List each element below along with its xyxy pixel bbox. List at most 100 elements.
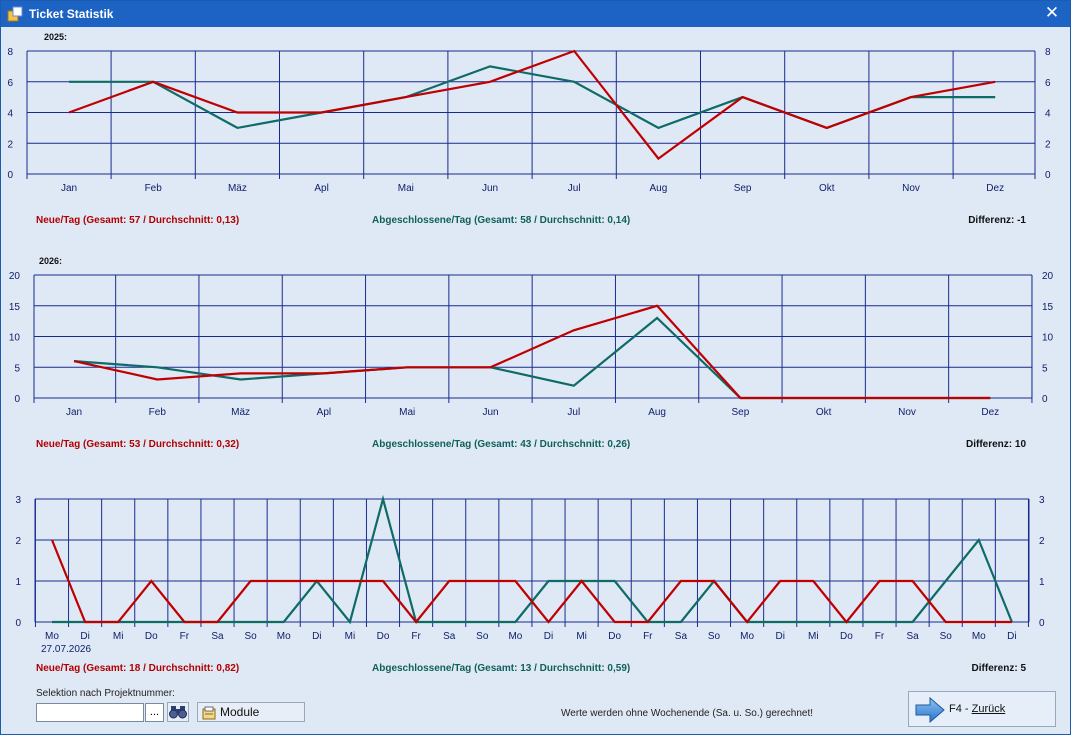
x-tick-label: Do [377,631,390,642]
y-tick-label-right: 0 [1042,394,1048,405]
y-tick-label-right: 5 [1042,363,1048,374]
x-tick-label: Dez [981,407,999,418]
y-tick-label-right: 4 [1045,109,1051,120]
x-tick-label: Sep [732,407,750,418]
difference-stat: Differenz: -1 [968,215,1026,226]
x-tick-label: Okt [819,183,835,194]
chart-daily: 0 0 1 1 2 2 3 3 Mo Di Mi Do Fr Sa So Mo Di Mi Do Fr Sa So Mo Di… [15,494,1045,642]
y-tick-label-right: 0 [1045,170,1051,181]
difference-stat: Differenz: 5 [971,663,1026,674]
chart-year-label: 2026: [39,256,63,266]
x-tick-label: Apl [317,407,331,418]
difference-stat: Differenz: 10 [965,439,1026,450]
series-line-new [50,539,1012,624]
x-tick-label: Jul [567,407,580,418]
x-tick-label: Feb [145,183,163,194]
closed-per-day-stat: Abgeschlossene/Tag (Gesamt: 13 / Durchsc… [372,663,631,674]
y-tick-label-right: 6 [1045,78,1051,89]
project-number-input[interactable] [36,703,144,722]
x-tick-label: Jun [482,183,498,194]
new-per-day-stat: Neue/Tag (Gesamt: 57 / Durchschnitt: 0,1… [36,215,240,226]
new-per-day-stat: Neue/Tag (Gesamt: 18 / Durchschnitt: 0,8… [36,663,240,674]
y-tick-label-right: 1 [1039,577,1045,588]
y-tick-label: 6 [7,78,13,89]
x-tick-label: Feb [149,407,167,418]
y-tick-label: 0 [15,618,21,629]
back-button[interactable]: F4 - Zurück [908,691,1056,727]
close-icon[interactable]: ✕ [1044,3,1060,22]
y-tick-label: 4 [7,109,13,120]
window-title: Ticket Statistik [29,7,114,21]
x-tick-label: Mäz [228,183,247,194]
closed-per-day-stat: Abgeschlossene/Tag (Gesamt: 43 / Durchsc… [372,439,631,450]
x-tick-label: Mo [45,631,59,642]
x-tick-label: Di [1007,631,1016,642]
y-tick-label: 0 [7,170,13,181]
x-tick-label: Mo [740,631,754,642]
weekend-note: Werte werden ohne Wochenende (Sa. u. So.… [561,708,814,719]
x-tick-label: Sa [211,631,224,642]
x-tick-label: Mi [113,631,124,642]
x-tick-label: Mo [972,631,986,642]
y-tick-label-right: 0 [1039,618,1045,629]
x-tick-label: Sa [675,631,688,642]
x-tick-label: Aug [650,183,668,194]
y-tick-label: 10 [9,333,21,344]
y-tick-label: 15 [9,302,21,313]
module-icon [202,706,216,720]
y-tick-label-right: 2 [1045,139,1051,150]
x-tick-label: Mi [808,631,819,642]
search-button[interactable] [167,702,189,722]
series-line-new [73,304,991,400]
app-icon [7,6,23,22]
x-tick-label: Jul [568,183,581,194]
browse-button[interactable]: ... [145,703,164,722]
x-tick-label: Do [145,631,158,642]
y-tick-label-right: 2 [1039,536,1045,547]
y-tick-label: 1 [15,577,21,588]
x-tick-label: So [476,631,489,642]
y-tick-label-right: 8 [1045,47,1051,58]
closed-per-day-stat: Abgeschlossene/Tag (Gesamt: 58 / Durchsc… [372,215,631,226]
x-tick-label: Sa [906,631,919,642]
x-tick-label: Di [775,631,784,642]
y-tick-label-right: 20 [1042,271,1054,282]
x-tick-label: Fr [180,631,190,642]
module-button[interactable]: Module [197,702,305,722]
x-tick-label: Dez [986,183,1004,194]
y-tick-label-right: 15 [1042,302,1054,313]
x-tick-label: Mo [508,631,522,642]
module-button-label: Module [220,705,260,719]
y-tick-label: 5 [14,363,20,374]
x-tick-label: Do [840,631,853,642]
series-line-new [68,49,996,161]
selection-label: Selektion nach Projektnummer: [36,688,175,699]
x-tick-label: Mai [398,183,414,194]
x-tick-label: Okt [816,407,832,418]
x-tick-label: Sa [443,631,456,642]
x-tick-label: Fr [411,631,421,642]
x-tick-label: Aug [648,407,666,418]
x-tick-label: Mi [345,631,356,642]
y-tick-label: 8 [7,47,13,58]
back-button-label: F4 - Zurück [949,703,1006,715]
x-tick-label: Di [544,631,553,642]
arrow-right-icon [915,696,945,724]
x-tick-label: Fr [643,631,653,642]
chart-2025: 0 0 2 2 4 4 6 6 8 8 Jan Feb Mäz Apl Mai Jun Jul Aug Sep Okt… [7,47,1051,194]
y-tick-label: 2 [15,536,21,547]
x-tick-label: Do [608,631,621,642]
chart-2026: 0 0 5 5 10 10 15 15 20 20 Jan Feb Mäz Apl Mai Jun Jul Aug… [9,271,1054,418]
x-tick-label: Nov [902,183,920,194]
binoculars-icon [169,706,187,719]
x-tick-label: So [940,631,953,642]
y-tick-label: 0 [14,394,20,405]
chart-year-label: 2025: [44,32,68,42]
x-tick-label: Di [80,631,89,642]
x-tick-label: Mai [399,407,415,418]
new-per-day-stat: Neue/Tag (Gesamt: 53 / Durchschnitt: 0,3… [36,439,240,450]
x-tick-label: Jan [66,407,82,418]
y-tick-label-right: 3 [1039,495,1045,506]
y-tick-label: 20 [9,271,21,282]
